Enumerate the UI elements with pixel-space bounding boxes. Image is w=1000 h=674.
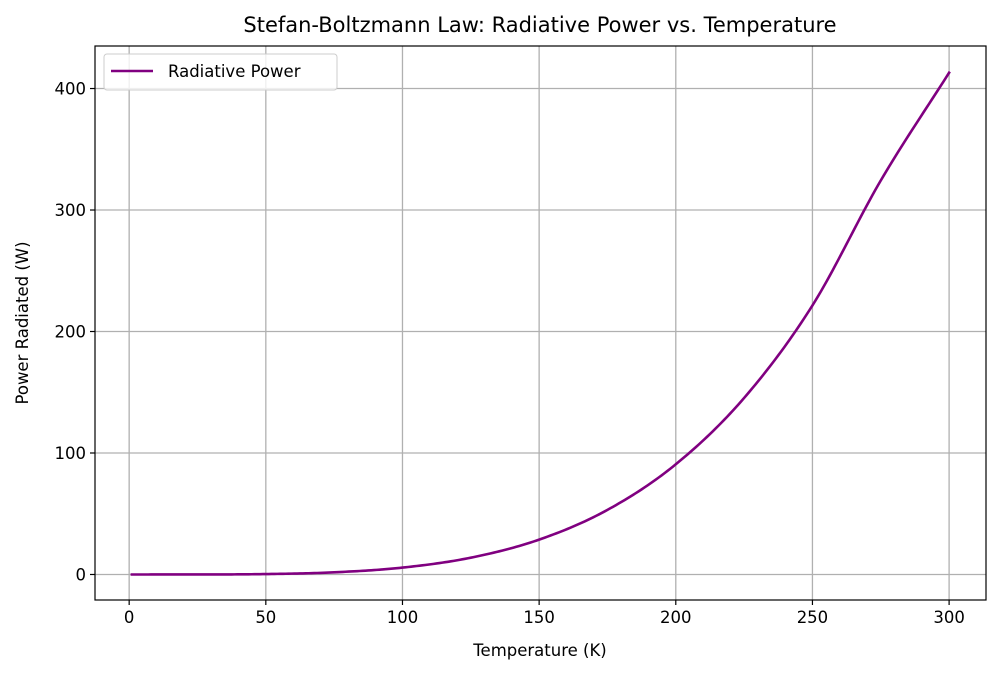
legend-label: Radiative Power: [168, 62, 301, 81]
x-tick-label: 100: [387, 608, 419, 627]
chart-title: Stefan-Boltzmann Law: Radiative Power vs…: [243, 13, 836, 37]
x-tick-label: 150: [523, 608, 555, 627]
series-line-0: [130, 70, 951, 576]
y-tick-label: 300: [55, 201, 87, 220]
y-tick-label: 200: [55, 323, 87, 342]
plot-frame: [94, 45, 987, 601]
y-tick-label: 100: [55, 444, 87, 463]
y-tick-label: 400: [55, 80, 87, 99]
x-tick-label: 250: [797, 608, 829, 627]
legend: Radiative Power: [103, 53, 338, 91]
x-tick-label: 0: [124, 608, 135, 627]
axis-ticks: 0 50 100 150 200 250 300 0 100 200 300 400: [55, 80, 965, 627]
legend-box: [103, 53, 338, 91]
x-tick-label: 300: [933, 608, 965, 627]
x-tick-label: 200: [660, 608, 692, 627]
y-tick-label: 0: [76, 565, 87, 584]
x-tick-label: 50: [255, 608, 276, 627]
series-layer: [130, 70, 951, 576]
y-axis-label: Power Radiated (W): [13, 241, 32, 404]
grid: [95, 46, 986, 600]
x-axis-label: Temperature (K): [472, 641, 606, 660]
